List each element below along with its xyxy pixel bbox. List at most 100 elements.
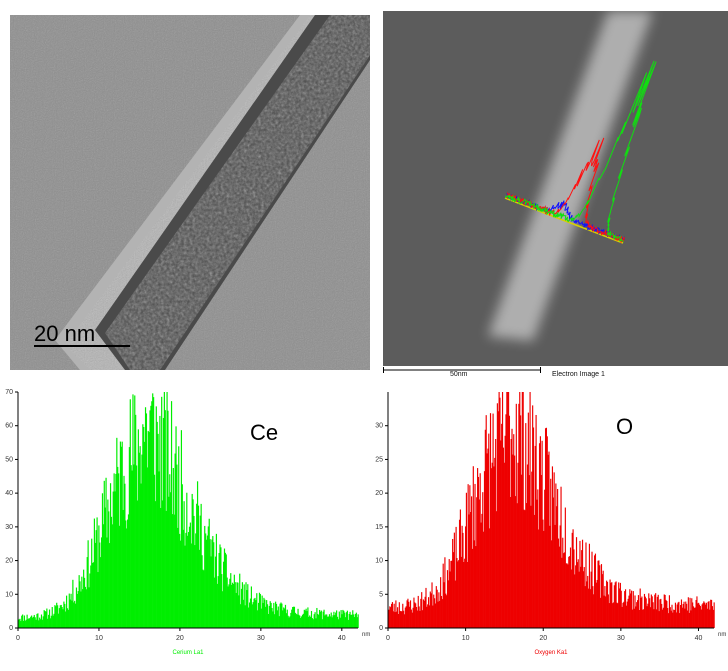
profile-bar: [532, 405, 534, 628]
profile-bar: [682, 603, 684, 628]
profile-bar: [129, 399, 131, 628]
profile-bar: [699, 606, 701, 628]
profile-bar: [693, 607, 695, 628]
profile-bar: [65, 611, 67, 628]
profile-bar: [99, 542, 101, 628]
profile-bar: [176, 464, 178, 628]
profile-bar: [679, 613, 681, 628]
profile-bar: [629, 589, 631, 628]
profile-bar: [266, 600, 268, 628]
profile-bar: [197, 505, 200, 628]
profile-bar: [282, 610, 284, 628]
profile-bar: [271, 607, 273, 628]
profile-bar: [608, 603, 610, 628]
x-unit-label: nm: [362, 632, 370, 638]
profile-bar: [674, 609, 676, 628]
profile-bar: [659, 599, 661, 628]
profile-bar: [630, 590, 633, 628]
profile-bar: [263, 597, 265, 628]
profile-bar: [655, 609, 658, 628]
profile-bar: [151, 401, 153, 628]
profile-bar: [694, 607, 696, 628]
profile-bar: [313, 614, 315, 628]
profile-bar: [215, 533, 218, 628]
profile-bar: [392, 611, 394, 628]
profile-bar: [459, 509, 461, 628]
profile-bar: [553, 472, 555, 628]
profile-bar: [576, 562, 578, 628]
y-tick-label: 5: [379, 591, 383, 598]
x-tick-label: 20: [539, 635, 547, 642]
profile-bar: [275, 601, 277, 628]
profile-bar: [346, 610, 348, 628]
profile-bar: [582, 571, 584, 628]
profile-bar: [477, 476, 480, 628]
x-tick-label: 40: [338, 635, 346, 642]
profile-bar: [290, 612, 292, 628]
profile-bar: [649, 598, 651, 628]
profile-bar: [569, 556, 571, 628]
profile-bar: [705, 602, 707, 628]
profile-bar: [471, 496, 473, 628]
y-tick-label: 50: [5, 456, 13, 463]
profile-bar: [247, 584, 249, 628]
profile-bar: [495, 511, 498, 628]
profile-bar: [627, 598, 629, 628]
profile-bar: [427, 604, 429, 628]
profile-bar: [475, 546, 477, 628]
profile-bar: [617, 603, 619, 628]
profile-bar: [251, 604, 253, 628]
profile-bar: [421, 592, 423, 628]
profile-bar: [473, 540, 475, 628]
profile-bar: [656, 596, 658, 628]
profile-bar: [490, 468, 492, 628]
profile-bar: [704, 604, 707, 628]
profile-bar: [452, 538, 454, 628]
profile-bar: [500, 440, 502, 628]
profile-bar: [658, 611, 660, 628]
profile-bar: [170, 401, 173, 628]
profile-bar: [449, 571, 451, 628]
profile-bar: [510, 439, 512, 628]
profile-bar: [536, 499, 538, 628]
profile-bar: [680, 599, 683, 628]
profile-bar: [86, 557, 88, 628]
profile-bar: [280, 602, 282, 628]
profile-bar: [188, 532, 190, 628]
profile-bar: [185, 532, 187, 628]
profile-bar: [397, 607, 399, 628]
profile-bar: [254, 597, 256, 628]
profile-bar: [509, 496, 511, 628]
profile-bar: [276, 610, 279, 628]
profile-bar: [50, 615, 52, 628]
profile-bar: [338, 611, 340, 628]
profile-bar: [711, 606, 714, 628]
profile-bar: [499, 397, 501, 628]
profile-bar: [477, 468, 479, 628]
profile-bar: [468, 514, 470, 628]
profile-bar: [676, 604, 678, 628]
profile-bar: [32, 616, 34, 628]
profile-bar: [684, 608, 686, 628]
profile-bar: [330, 612, 332, 628]
profile-bar: [93, 518, 96, 628]
profile-bar: [262, 602, 264, 628]
profile-bar: [78, 575, 80, 628]
profile-bar: [244, 605, 246, 628]
profile-bar: [625, 605, 627, 628]
profile-bar: [310, 616, 312, 628]
profile-bar: [164, 410, 166, 628]
profile-bar: [228, 584, 230, 628]
profile-bar: [709, 609, 711, 628]
profile-bar: [541, 440, 543, 628]
oxygen-element-label: O: [616, 414, 634, 439]
profile-bar: [514, 455, 516, 628]
y-tick-label: 25: [375, 456, 383, 463]
profile-bar: [649, 607, 652, 628]
profile-bar: [259, 594, 261, 628]
profile-bar: [547, 454, 549, 628]
profile-bar: [161, 396, 163, 628]
profile-bar: [597, 560, 599, 628]
profile-bar: [308, 616, 310, 628]
profile-bar: [171, 514, 174, 628]
